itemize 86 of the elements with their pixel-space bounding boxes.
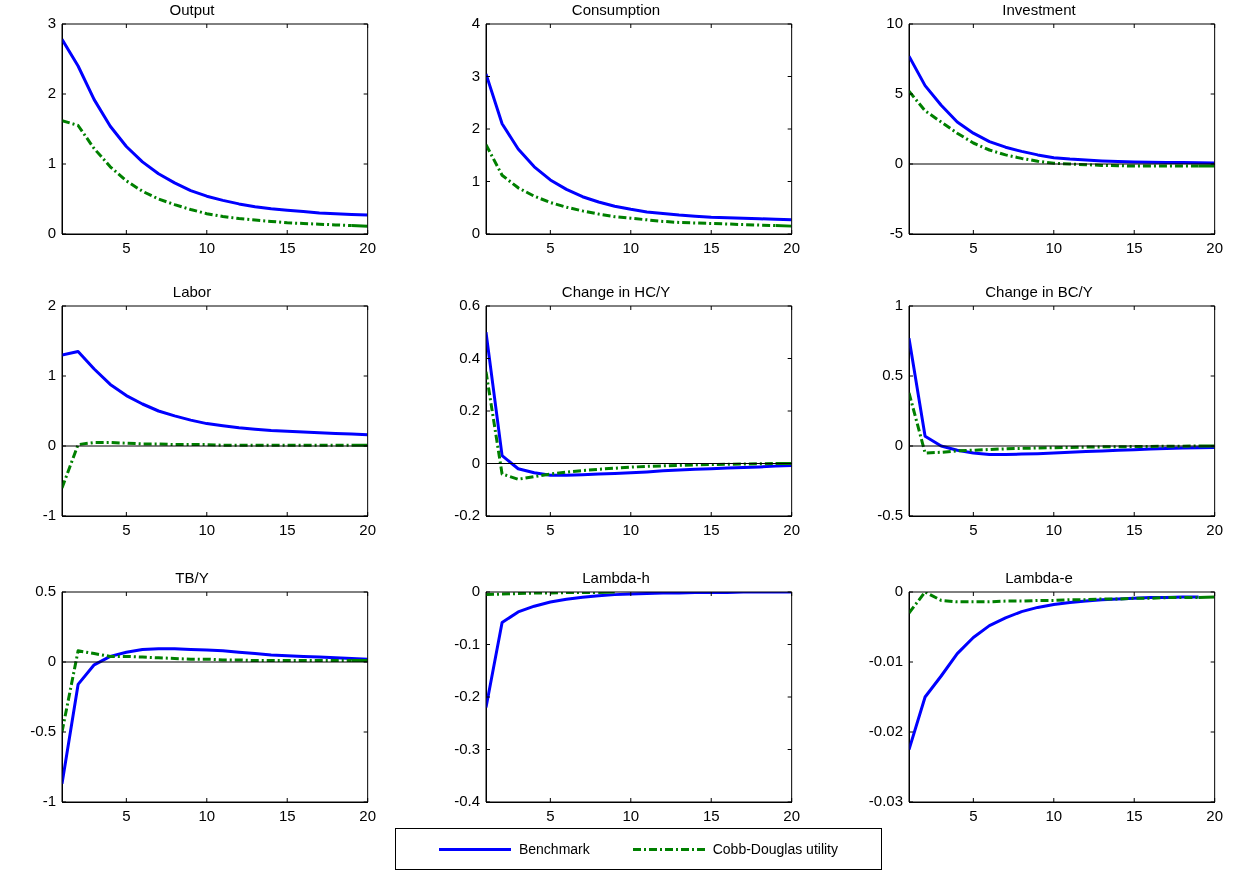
x-tick-label: 5 (546, 239, 555, 257)
x-tick-label: 10 (198, 521, 216, 539)
y-tick-label: 0.5 (35, 582, 56, 600)
x-tick-label: 15 (702, 239, 720, 257)
x-tick-label: 20 (783, 521, 800, 539)
y-tick-label: 2 (471, 119, 480, 137)
y-tick-label: -0.5 (30, 722, 56, 740)
y-tick-label: -0.4 (454, 792, 480, 810)
x-tick-label: 20 (1206, 239, 1223, 257)
x-tick-label: 5 (122, 807, 131, 825)
y-tick-label: -0.3 (454, 739, 480, 757)
x-tick-label: 10 (1045, 521, 1063, 539)
y-tick-label: -0.02 (868, 722, 903, 740)
x-tick-label: 15 (1125, 807, 1143, 825)
x-tick-label: 15 (702, 521, 720, 539)
x-tick-label: 5 (546, 521, 555, 539)
y-tick-label: -0.03 (868, 792, 903, 810)
x-tick-label: 5 (122, 521, 131, 539)
y-tick-label: 0 (47, 436, 56, 454)
chart-title: Labor (172, 283, 212, 301)
x-tick-label: 10 (622, 807, 640, 825)
x-tick-label: 20 (783, 239, 800, 257)
x-tick-label: 10 (622, 521, 640, 539)
x-tick-label: 10 (1045, 239, 1063, 257)
x-tick-label: 15 (702, 807, 720, 825)
y-tick-label: 3 (471, 66, 480, 84)
y-tick-label: 0 (471, 453, 480, 471)
chart-title: Lambda-e (1005, 569, 1073, 587)
chart-title: Investment (1002, 1, 1077, 19)
y-tick-label: 0 (894, 436, 903, 454)
x-tick-label: 10 (622, 239, 640, 257)
x-tick-label: 15 (278, 807, 296, 825)
y-tick-label: 0 (471, 582, 480, 600)
x-tick-label: 20 (1206, 521, 1223, 539)
chart-title: Change in HC/Y (561, 283, 671, 301)
chart-title: Consumption (571, 1, 661, 19)
y-tick-label: -0.01 (868, 652, 903, 670)
y-tick-label: -1 (42, 506, 56, 524)
x-tick-label: 5 (969, 521, 978, 539)
x-tick-label: 5 (122, 239, 131, 257)
x-tick-label: 15 (278, 239, 296, 257)
y-tick-label: 0 (471, 224, 480, 242)
x-tick-label: 20 (359, 807, 376, 825)
y-tick-label: 2 (47, 296, 56, 314)
x-tick-label: 15 (1125, 239, 1143, 257)
y-tick-label: 1 (47, 366, 56, 384)
y-tick-label: 3 (47, 14, 56, 32)
x-tick-label: 5 (546, 807, 555, 825)
x-tick-label: 20 (359, 521, 376, 539)
x-tick-label: 5 (969, 239, 978, 257)
y-tick-label: -0.2 (454, 687, 480, 705)
y-tick-label: 5 (894, 84, 903, 102)
legend-label: Cobb-Douglas utility (712, 841, 839, 857)
x-tick-label: 20 (783, 807, 800, 825)
x-tick-label: 20 (1206, 807, 1223, 825)
chart-title: TB/Y (175, 569, 209, 587)
y-tick-label: 2 (47, 84, 56, 102)
x-tick-label: 10 (198, 807, 216, 825)
y-tick-label: -0.2 (454, 506, 480, 524)
legend-label: Benchmark (518, 841, 590, 857)
y-tick-label: 4 (471, 14, 480, 32)
x-tick-label: 15 (1125, 521, 1143, 539)
y-tick-label: 0.6 (459, 296, 480, 314)
x-tick-label: 5 (969, 807, 978, 825)
y-tick-label: 0.5 (882, 366, 903, 384)
x-tick-label: 10 (1045, 807, 1063, 825)
chart-title: Lambda-h (582, 569, 650, 587)
chart-title: Change in BC/Y (985, 283, 1093, 301)
y-tick-label: 0 (47, 224, 56, 242)
y-tick-label: -5 (889, 224, 903, 242)
x-tick-label: 10 (198, 239, 216, 257)
y-tick-label: -1 (42, 792, 56, 810)
y-tick-label: 0 (47, 652, 56, 670)
x-tick-label: 20 (359, 239, 376, 257)
y-tick-label: 1 (471, 171, 480, 189)
y-tick-label: 1 (894, 296, 903, 314)
y-tick-label: 10 (886, 14, 903, 32)
y-tick-label: 0.2 (459, 401, 480, 419)
y-tick-label: -0.1 (454, 634, 480, 652)
x-tick-label: 15 (278, 521, 296, 539)
y-tick-label: 0 (894, 582, 903, 600)
y-tick-label: 0 (894, 154, 903, 172)
y-tick-label: 1 (47, 154, 56, 172)
chart-title: Output (169, 1, 216, 19)
y-tick-label: 0.4 (459, 348, 480, 366)
y-tick-label: -0.5 (877, 506, 903, 524)
